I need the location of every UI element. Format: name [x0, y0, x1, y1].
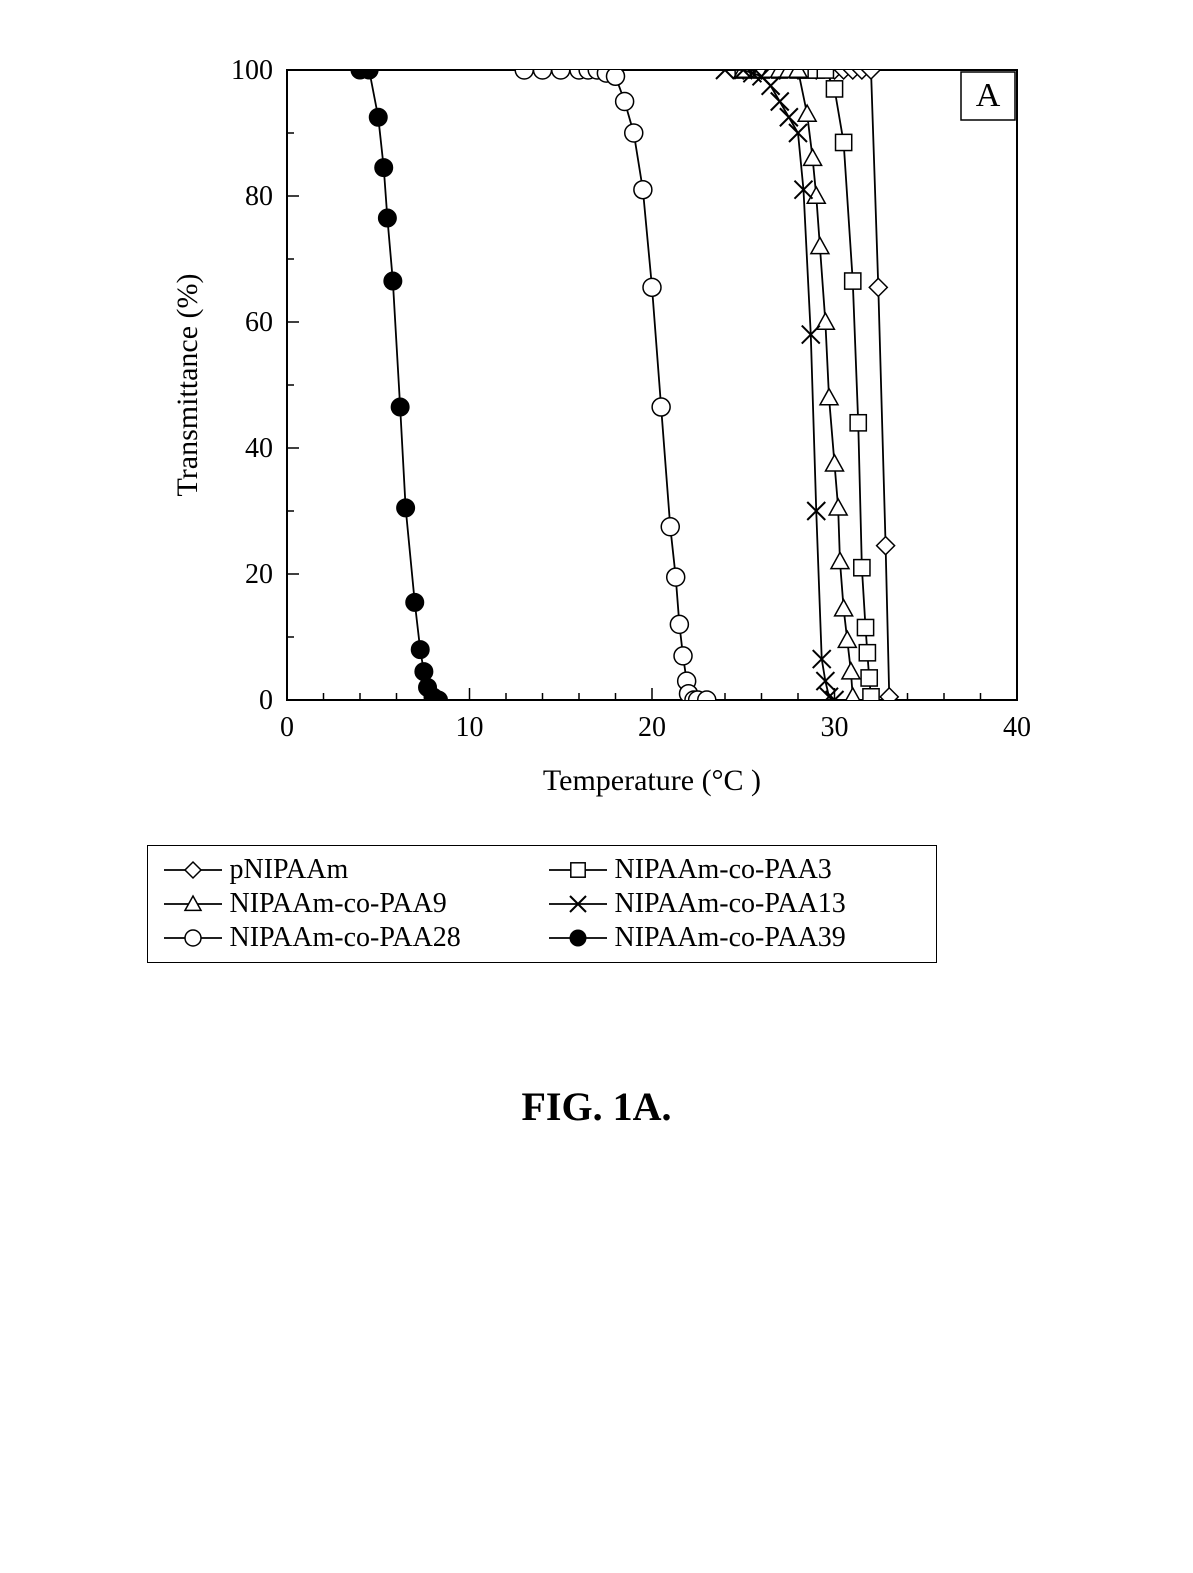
legend: pNIPAAmNIPAAm-co-PAA3NIPAAm-co-PAA9NIPAA…: [147, 845, 937, 963]
svg-text:10: 10: [455, 712, 483, 743]
svg-text:100: 100: [231, 55, 273, 86]
svg-text:Transmittance (%): Transmittance (%): [171, 273, 204, 496]
legend-item: NIPAAm-co-PAA28: [162, 922, 537, 954]
svg-text:Temperature (°C ): Temperature (°C ): [542, 764, 760, 797]
legend-label: NIPAAm-co-PAA3: [615, 854, 832, 886]
svg-text:60: 60: [245, 307, 273, 338]
svg-text:20: 20: [638, 712, 666, 743]
legend-label: NIPAAm-co-PAA13: [615, 888, 846, 920]
legend-item: pNIPAAm: [162, 854, 537, 886]
svg-text:40: 40: [1003, 712, 1031, 743]
legend-label: NIPAAm-co-PAA9: [230, 888, 447, 920]
svg-text:40: 40: [245, 433, 273, 464]
svg-text:20: 20: [245, 559, 273, 590]
legend-item: NIPAAm-co-PAA9: [162, 888, 537, 920]
svg-text:A: A: [975, 77, 1000, 114]
legend-label: NIPAAm-co-PAA39: [615, 922, 846, 954]
transmittance-chart: 0 10 20 30 40 0 20 40 60 80 100 Temperature (°C ) Tr…: [147, 40, 1047, 820]
legend-label: pNIPAAm: [230, 854, 349, 886]
figure-1a: 0 10 20 30 40 0 20 40 60 80 100 Temperature (°C ) Tr…: [147, 40, 1047, 1130]
legend-item: NIPAAm-co-PAA13: [547, 888, 922, 920]
chart-wrap: 0 10 20 30 40 0 20 40 60 80 100 Temperature (°C ) Tr…: [147, 40, 1047, 825]
svg-text:0: 0: [259, 685, 273, 716]
legend-item: NIPAAm-co-PAA39: [547, 922, 922, 954]
svg-text:0: 0: [280, 712, 294, 743]
figure-caption: FIG. 1A.: [147, 1083, 1047, 1130]
legend-item: NIPAAm-co-PAA3: [547, 854, 922, 886]
legend-label: NIPAAm-co-PAA28: [230, 922, 461, 954]
svg-text:30: 30: [820, 712, 848, 743]
svg-text:80: 80: [245, 181, 273, 212]
